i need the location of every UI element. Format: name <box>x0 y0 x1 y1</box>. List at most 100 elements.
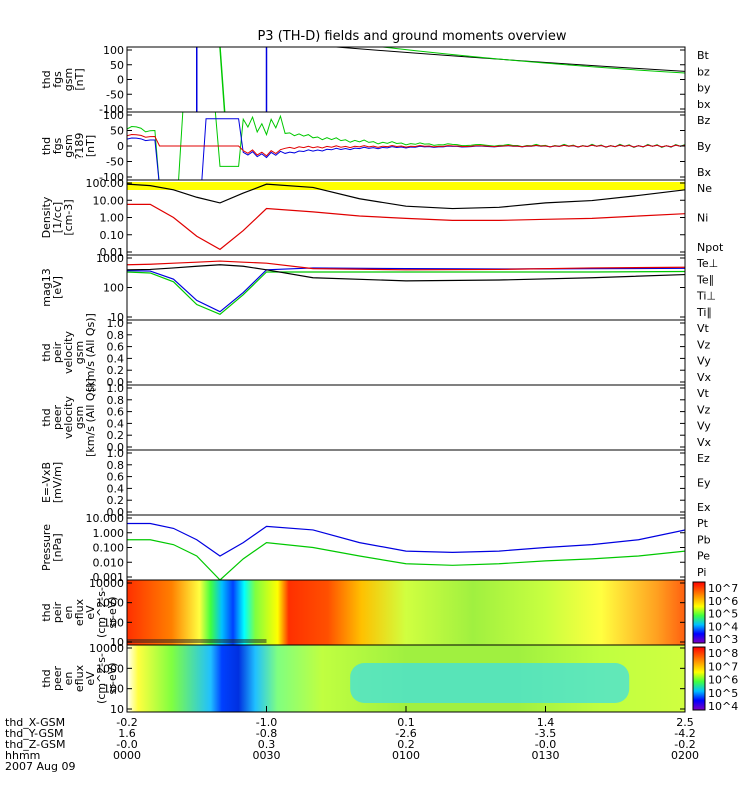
x-tick-label: 0100 <box>392 749 420 762</box>
y-tick-label: 0.6 <box>107 471 125 484</box>
y-axis-label-line: Density <box>40 196 53 238</box>
y-tick-label: 0.100 <box>93 542 125 555</box>
panel-frame <box>126 319 686 386</box>
y-axis-label: Density[1/cc][cm-3] <box>40 196 75 238</box>
y-axis-label: mag13[eV] <box>40 268 64 306</box>
colorbar-label: 10^7 <box>708 660 738 673</box>
colorbar-label: 10^6 <box>708 674 738 687</box>
colorbar <box>692 646 706 711</box>
figure-title: P3 (TH-D) fields and ground moments over… <box>257 29 566 44</box>
legend-Bz: Bz <box>697 114 711 127</box>
y-axis-label-line: gsm <box>73 406 86 429</box>
y-tick-label: 50 <box>110 59 124 72</box>
panel-temp: 1000 100 10 mag13[eV] Te⊥ Te∥ Ti⊥ Ti∥ <box>40 252 718 324</box>
x-tick-label: -0.2 <box>116 716 137 729</box>
x-tick-label: 0200 <box>671 749 699 762</box>
y-tick-label: 10000 <box>89 642 124 655</box>
y-axis-label-line: gsm <box>62 68 75 91</box>
y-axis-label-line: [cm-3] <box>62 199 75 235</box>
legend-Pe: Pe <box>697 550 710 563</box>
panel-peirv: 1.00.80.60.40.20.0thdpeirvelocitygsm[km/… <box>40 313 712 392</box>
legend-By: By <box>697 140 712 153</box>
y-tick-label: 0.0 <box>107 441 125 454</box>
y-tick-label: 0.10 <box>100 229 125 242</box>
y-axis-label-line: sr-eV) <box>106 662 119 694</box>
panel-pressure: 10.0001.0000.1000.0100.001Pressure[nPa]P… <box>40 512 711 584</box>
y-axis-label: thdpeirvelocitygsm[km/s (All Qs)] <box>40 313 97 392</box>
y-tick-label: 0.4 <box>107 482 125 495</box>
legend-Vz: Vz <box>697 338 711 351</box>
y-axis-label-line: sr-eV) <box>106 596 119 628</box>
legend-Ez: Ez <box>697 452 710 465</box>
y-tick-label: 0.0 <box>107 376 125 389</box>
y-axis-label-line: E=-VxB <box>40 462 53 503</box>
series-Pi <box>127 522 685 557</box>
y-axis-label-line: [nPa] <box>51 533 64 561</box>
x-tick-label: 0030 <box>253 749 281 762</box>
x-row-label: thd_Y-GSM <box>5 727 64 740</box>
panel-fgs: 100 50 0-50 -100 thdfgsgsm[nT] Bt bz by bx <box>40 44 711 116</box>
y-axis-label-line: ?189 <box>73 133 86 160</box>
series-Ni <box>127 183 685 210</box>
y-axis-label-line: peer <box>51 405 64 431</box>
y-tick-label: 100 <box>103 616 124 629</box>
y-axis-label-line: gsm <box>73 341 86 364</box>
y-axis-label-line: fgs <box>51 137 64 154</box>
panel-pressure-plot <box>127 522 685 580</box>
x-tick-label: 1.6 <box>118 727 136 740</box>
by-trace <box>219 47 226 112</box>
y-axis-label-line: thd <box>40 603 53 621</box>
y-axis-label-line: [nT] <box>84 135 97 157</box>
legend-Vt: Vt <box>697 322 710 335</box>
y-axis-label-line: [nT] <box>73 68 86 90</box>
legend-Npot: Npot <box>697 241 724 254</box>
y-tick-label: 0.2 <box>107 494 125 507</box>
panel-peerspec-plot <box>127 645 685 712</box>
y-axis-label: thdfgsgsm?189[nT] <box>40 133 97 160</box>
y-tick-label: 1.00 <box>100 212 125 225</box>
series-Te∥ <box>127 264 685 282</box>
panel-peirspec-plot <box>127 580 685 645</box>
legend-bz: bz <box>697 65 710 78</box>
y-axis-label: thdpeirenefluxeV(cm^2-s-sr-eV) <box>40 587 119 638</box>
panel-density-plot <box>127 182 685 251</box>
y-axis-label-line: (cm^2-s- <box>95 587 108 638</box>
y-tick-label: 100.00 <box>86 177 125 190</box>
x-tick-label: 1.4 <box>537 716 555 729</box>
panel-peirspec: 10000100010010thdpeirenefluxeV(cm^2-s-sr… <box>40 577 738 649</box>
y-tick-label: 0.8 <box>107 394 125 407</box>
y-axis-label-line: peir <box>51 341 64 363</box>
panel-density: 100.00 10.00 1.00 0.10 0.01 Density[1/cc][cm-… <box>40 177 724 259</box>
x-axis-tick-labels: -0.21.6-0.00000-1.0-0.80.300300.1-2.60.2… <box>113 706 699 762</box>
y-tick-label: -50 <box>106 88 124 101</box>
y-axis-label-line: mag13 <box>40 268 53 306</box>
colorbar <box>692 581 706 644</box>
panel-peerspec: 10000100010010thdpeerenefluxeV(cm^2-s-sr… <box>40 642 738 716</box>
legend-Vt: Vt <box>697 387 710 400</box>
by-trace <box>127 112 685 180</box>
y-tick-label: 1000 <box>96 252 124 265</box>
legend-Ti⊥: Ti⊥ <box>696 290 716 303</box>
legend-Pi: Pi <box>697 566 706 579</box>
panel-frame <box>126 46 686 113</box>
legend-Te∥: Te∥ <box>696 273 714 286</box>
x-tick-label: -4.2 <box>674 727 695 740</box>
y-axis-label-line: Pressure <box>40 524 53 571</box>
x-tick-label: 0.1 <box>397 716 415 729</box>
legend-Vy: Vy <box>697 355 711 368</box>
x-row-label: 2007 Aug 09 <box>5 760 75 773</box>
y-axis-label: thdpeerenefluxeV(cm^2-s-sr-eV) <box>40 653 119 704</box>
y-axis-label-line: [km/s (All Qs)] <box>84 378 97 457</box>
y-axis-label: Pressure[nPa] <box>40 524 64 571</box>
y-tick-label: 0.2 <box>107 364 125 377</box>
y-tick-label: -100 <box>99 171 124 184</box>
series-Ti⊥ <box>127 267 685 313</box>
y-axis-label-line: en <box>62 672 75 686</box>
y-axis-label-line: [1/cc] <box>51 202 64 233</box>
panel-peerv: 1.00.80.60.40.20.0thdpeervelocitygsm[km/… <box>40 378 712 457</box>
by-trace <box>382 47 685 74</box>
y-axis-label-line: [km/s (All Qs)] <box>84 313 97 392</box>
y-axis-label-line: (cm^2-s- <box>95 653 108 704</box>
legend-bx: bx <box>697 98 711 111</box>
